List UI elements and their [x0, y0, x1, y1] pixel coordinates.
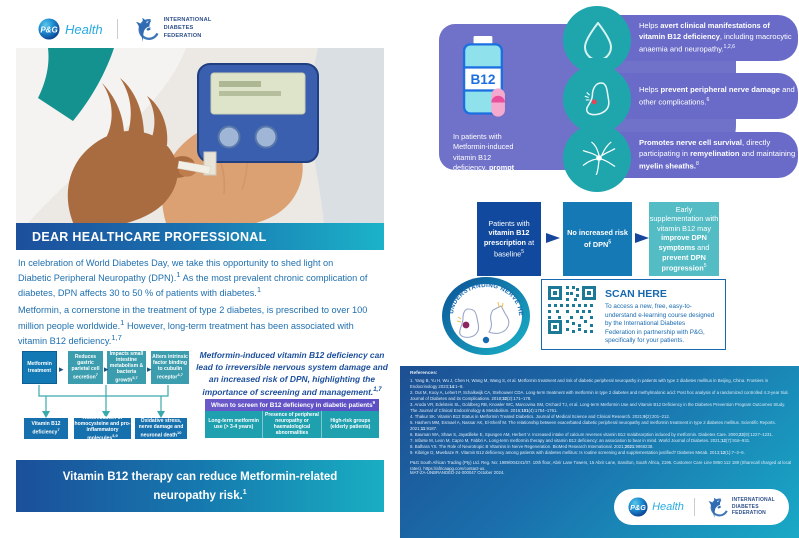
svg-text:P&G: P&G [630, 503, 646, 512]
svg-text:B12: B12 [470, 72, 495, 87]
